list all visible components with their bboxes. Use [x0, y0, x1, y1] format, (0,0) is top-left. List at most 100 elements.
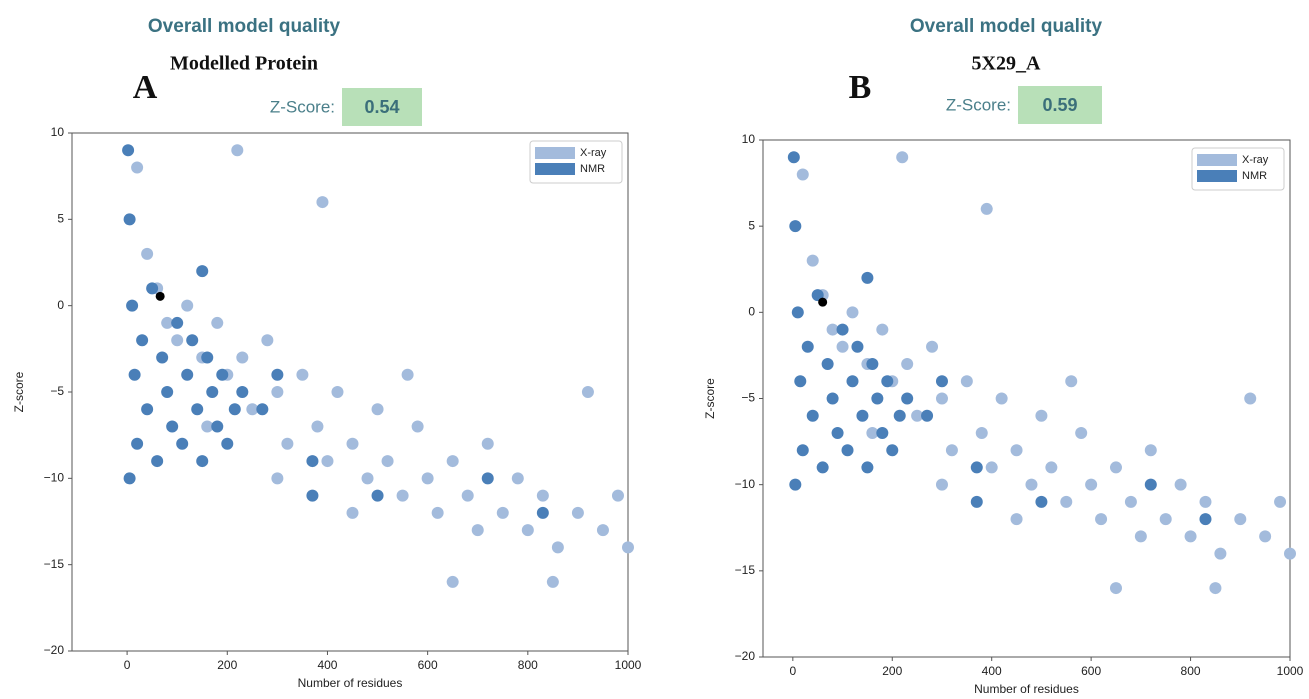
- legend-label: X-ray: [580, 147, 607, 159]
- xray-point: [836, 340, 849, 353]
- nmr-point: [794, 375, 807, 388]
- y-tick-label: −15: [735, 563, 756, 577]
- zscore-value: 0.59: [1042, 95, 1077, 115]
- nmr-point: [166, 420, 179, 433]
- xray-point: [381, 455, 394, 468]
- nmr-point: [856, 409, 869, 422]
- xray-point: [1144, 444, 1157, 457]
- nmr-point: [876, 426, 889, 439]
- x-tick-label: 800: [1181, 664, 1201, 678]
- xray-point: [826, 323, 839, 336]
- xray-point: [1035, 409, 1048, 422]
- xray-point: [1174, 478, 1187, 491]
- xray-point: [1109, 582, 1122, 595]
- xray-point: [236, 351, 249, 364]
- nmr-point: [789, 478, 802, 491]
- xray-point: [346, 506, 359, 519]
- x-tick-label: 200: [217, 658, 237, 672]
- xray-point: [1234, 513, 1247, 526]
- y-tick-label: −20: [735, 649, 756, 663]
- chart-title: Overall model quality: [910, 16, 1103, 37]
- nmr-point: [1035, 495, 1048, 508]
- x-axis-label: Number of residues: [974, 682, 1079, 696]
- nmr-point: [136, 334, 149, 347]
- nmr-point: [921, 409, 934, 422]
- xray-point: [446, 455, 459, 468]
- xray-point: [796, 168, 809, 181]
- nmr-point: [893, 409, 906, 422]
- xray-point: [1134, 530, 1147, 543]
- xray-point: [945, 444, 958, 457]
- nmr-point: [851, 340, 864, 353]
- nmr-point: [123, 472, 136, 485]
- nmr-point: [1144, 478, 1157, 491]
- xray-point: [1159, 513, 1172, 526]
- xray-point: [521, 524, 534, 537]
- x-tick-label: 400: [317, 658, 337, 672]
- xray-point: [1214, 547, 1227, 560]
- xray-point: [1060, 495, 1073, 508]
- nmr-point: [256, 403, 269, 416]
- nmr-point: [970, 461, 983, 474]
- xray-point: [536, 489, 549, 502]
- zscore-box: [342, 88, 422, 126]
- y-tick-label: −5: [741, 391, 755, 405]
- nmr-point: [811, 289, 824, 302]
- xray-point: [901, 358, 914, 371]
- xray-point: [1259, 530, 1272, 543]
- nmr-point: [196, 265, 209, 278]
- nmr-point: [787, 151, 800, 164]
- nmr-point: [836, 323, 849, 336]
- xray-point: [171, 334, 184, 347]
- xray-point: [331, 386, 344, 398]
- nmr-point: [171, 316, 184, 329]
- xray-point: [866, 426, 879, 439]
- nmr-point: [151, 455, 164, 468]
- nmr-point: [216, 368, 229, 381]
- xray-point: [1284, 547, 1296, 560]
- xray-point: [271, 472, 284, 485]
- zscore-label: Z-Score:: [270, 97, 335, 116]
- xray-point: [296, 368, 309, 381]
- xray-point: [446, 575, 459, 588]
- xray-point: [411, 420, 424, 433]
- y-tick-label: −10: [735, 477, 756, 491]
- y-tick-label: 0: [57, 298, 64, 312]
- nmr-point: [846, 375, 859, 388]
- xray-point: [1025, 478, 1038, 491]
- nmr-point: [866, 358, 879, 371]
- xray-point: [481, 437, 494, 450]
- nmr-point: [271, 368, 284, 381]
- x-tick-label: 200: [882, 664, 902, 678]
- chart-title: Overall model quality: [148, 16, 341, 37]
- xray-point: [995, 392, 1008, 405]
- plot-frame: [762, 139, 1291, 658]
- y-tick-label: −15: [44, 557, 65, 571]
- zscore-box: [1018, 86, 1102, 124]
- nmr-point: [801, 340, 814, 353]
- xray-point: [1209, 582, 1222, 595]
- xray-point: [975, 426, 988, 439]
- xray-point: [271, 386, 284, 398]
- xray-point: [1244, 392, 1257, 405]
- nmr-point: [211, 420, 224, 433]
- xray-point: [935, 392, 948, 405]
- legend-swatch: [1197, 154, 1237, 166]
- xray-point: [1075, 426, 1088, 439]
- nmr-point: [236, 386, 249, 398]
- xray-point: [141, 247, 154, 260]
- nmr-point: [806, 409, 819, 422]
- y-tick-label: 0: [748, 305, 755, 319]
- nmr-point: [821, 358, 834, 371]
- nmr-point: [196, 455, 209, 468]
- xray-point: [496, 506, 509, 519]
- x-tick-label: 600: [418, 658, 438, 672]
- nmr-point: [816, 461, 829, 474]
- nmr-point: [831, 426, 844, 439]
- x-tick-label: 0: [789, 664, 796, 678]
- model-point: [155, 291, 165, 301]
- y-tick-label: −5: [50, 384, 64, 398]
- xray-point: [511, 472, 524, 485]
- xray-point: [876, 323, 889, 336]
